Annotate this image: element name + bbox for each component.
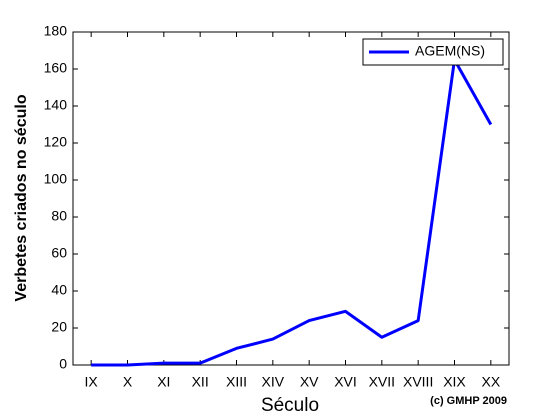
x-tick-label: XX — [481, 374, 500, 390]
x-tick-label: XVI — [334, 374, 357, 390]
legend-label: AGEM(NS) — [415, 43, 485, 59]
x-tick-label: IX — [85, 374, 99, 390]
annotation: (c) GMHP 2009 — [430, 395, 507, 407]
plot-frame — [72, 31, 510, 366]
y-tick-label: 160 — [44, 60, 68, 76]
y-tick-label: 180 — [44, 23, 68, 39]
x-tick-label: X — [123, 374, 133, 390]
y-axis-label: Verbetes criados no século — [13, 94, 30, 301]
x-tick-label: XIV — [262, 374, 285, 390]
x-tick-label: XI — [157, 374, 170, 390]
y-tick-label: 0 — [59, 356, 67, 372]
y-tick-label: 120 — [44, 134, 68, 150]
x-axis-label: Século — [261, 395, 319, 416]
y-tick-label: 20 — [51, 319, 67, 335]
y-tick-label: 140 — [44, 97, 68, 113]
line-series — [91, 58, 493, 367]
y-tick-label: 40 — [51, 282, 67, 298]
y-tick-label: 60 — [51, 245, 67, 261]
x-tick-label: XIII — [226, 374, 247, 390]
x-tick-label: XVIII — [403, 374, 433, 390]
x-tick-label: XV — [300, 374, 319, 390]
x-tick-label: XVII — [369, 374, 395, 390]
y-tick-label: 100 — [44, 171, 68, 187]
x-tick-label: XIX — [443, 374, 466, 390]
y-tick-label: 80 — [51, 208, 67, 224]
x-tick-label: XII — [192, 374, 209, 390]
